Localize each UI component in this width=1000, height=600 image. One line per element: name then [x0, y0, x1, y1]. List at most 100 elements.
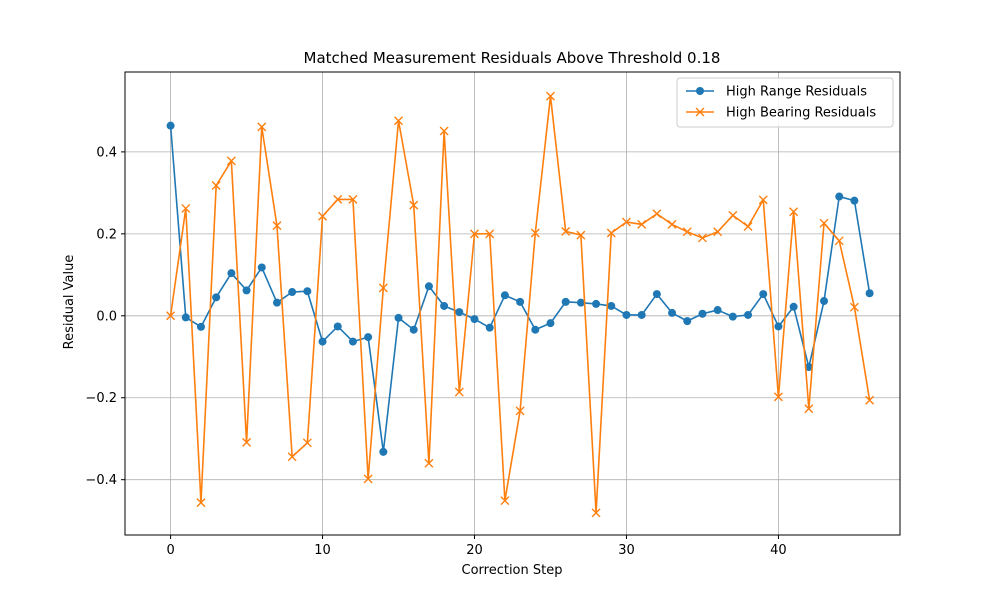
data-point-range — [409, 325, 418, 334]
data-point-range — [759, 290, 768, 299]
data-point-bearing — [394, 116, 404, 126]
data-point-bearing — [804, 404, 814, 414]
data-point-range — [516, 297, 525, 306]
data-point-bearing — [454, 387, 464, 397]
data-point-range — [455, 308, 464, 317]
data-point-bearing — [318, 211, 328, 221]
legend-bearing-marker — [695, 107, 705, 117]
data-point-range — [637, 310, 646, 319]
data-point-range — [196, 322, 205, 331]
data-point-range — [668, 308, 677, 317]
data-point-bearing — [865, 395, 875, 405]
data-point-bearing — [758, 195, 768, 205]
y-tick-label: −0.4 — [85, 473, 117, 488]
data-point-bearing — [576, 230, 586, 240]
series-range — [166, 121, 874, 456]
x-tick-label: 10 — [314, 543, 331, 558]
x-tick-label: 30 — [618, 543, 635, 558]
chart-title: Matched Measurement Residuals Above Thre… — [304, 49, 721, 67]
data-point-range — [622, 310, 631, 319]
data-point-bearing — [181, 203, 191, 213]
data-point-range — [242, 286, 251, 295]
data-point-range — [850, 196, 859, 205]
data-point-bearing — [409, 200, 419, 210]
data-point-bearing — [606, 228, 616, 238]
data-point-bearing — [378, 283, 388, 293]
data-point-bearing — [834, 236, 844, 246]
data-point-bearing — [819, 218, 829, 228]
data-point-bearing — [621, 217, 631, 227]
x-tick-label: 20 — [466, 543, 483, 558]
data-point-bearing — [424, 458, 434, 468]
data-point-range — [440, 301, 449, 310]
legend-box — [676, 77, 894, 128]
data-point-range — [561, 297, 570, 306]
data-point-bearing — [485, 229, 495, 239]
data-point-bearing — [545, 91, 555, 101]
data-point-bearing — [333, 194, 343, 204]
axis-ticks: 0 10 20 30 40 −0.4 −0.2 0.0 0.2 0.4 — [85, 145, 786, 558]
series-layer — [166, 91, 875, 518]
y-tick-label: 0.0 — [96, 309, 117, 324]
data-point-bearing — [637, 219, 647, 229]
data-point-range — [531, 325, 540, 334]
data-point-bearing — [591, 508, 601, 518]
data-point-bearing — [713, 227, 723, 237]
data-point-bearing — [272, 221, 282, 231]
y-tick-label: 0.2 — [96, 227, 117, 242]
data-point-bearing — [849, 302, 859, 312]
data-point-range — [212, 293, 221, 302]
data-point-range — [424, 282, 433, 291]
data-point-range — [683, 317, 692, 326]
data-point-bearing — [515, 406, 525, 416]
x-tick-label: 0 — [166, 543, 174, 558]
data-point-bearing — [773, 392, 783, 402]
data-point-range — [470, 315, 479, 324]
data-point-bearing — [166, 311, 176, 321]
data-point-bearing — [242, 437, 252, 447]
data-point-range — [607, 301, 616, 310]
data-point-range — [698, 309, 707, 318]
data-point-range — [804, 363, 813, 372]
data-point-range — [546, 319, 555, 328]
data-point-range — [576, 298, 585, 307]
data-point-range — [728, 312, 737, 321]
legend-range-label: High Range Residuals — [726, 85, 867, 100]
data-point-bearing — [348, 194, 358, 204]
legend-range-marker — [696, 87, 704, 95]
data-point-bearing — [697, 233, 707, 243]
data-point-bearing — [561, 226, 571, 236]
data-point-range — [181, 313, 190, 322]
data-point-range — [227, 269, 236, 278]
data-point-range — [348, 337, 357, 346]
data-point-bearing — [789, 207, 799, 217]
data-point-range — [272, 298, 281, 307]
data-point-range — [820, 297, 829, 306]
data-point-range — [394, 313, 403, 322]
data-point-range — [774, 322, 783, 331]
data-point-bearing — [439, 126, 449, 136]
data-point-bearing — [257, 122, 267, 132]
data-point-range — [652, 290, 661, 299]
data-point-range — [713, 306, 722, 315]
plot-area-frame — [124, 71, 901, 536]
series-bearing — [166, 91, 875, 518]
data-point-range — [364, 333, 373, 342]
data-point-bearing — [196, 498, 206, 508]
legend-bearing-label: High Bearing Residuals — [726, 106, 876, 121]
data-point-bearing — [667, 219, 677, 229]
data-point-range — [166, 121, 175, 130]
data-point-range — [303, 287, 312, 296]
data-point-range — [318, 337, 327, 346]
data-point-bearing — [211, 181, 221, 190]
x-tick-label: 40 — [770, 543, 787, 558]
data-point-range — [744, 310, 753, 319]
data-point-range — [379, 447, 388, 456]
data-point-bearing — [470, 229, 480, 239]
data-point-range — [865, 289, 874, 298]
data-point-bearing — [287, 452, 297, 462]
x-axis-label: Correction Step — [462, 563, 563, 578]
data-point-bearing — [530, 228, 540, 238]
data-point-range — [333, 322, 342, 331]
